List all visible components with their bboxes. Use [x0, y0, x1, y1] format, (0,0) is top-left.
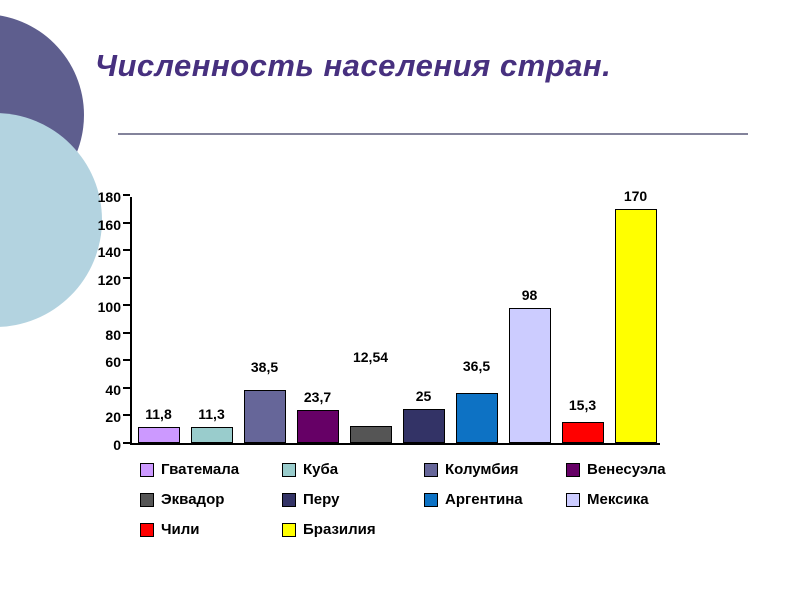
bar-slot: 170	[609, 188, 662, 443]
y-tick	[123, 221, 130, 224]
y-tick-label: 20	[105, 409, 121, 426]
bar-value-label: 36,5	[462, 357, 491, 374]
bar-value-label: 15,3	[568, 396, 597, 413]
y-tick-label: 0	[113, 437, 121, 453]
y-axis: 0 20 40 60 80 100 120 140 160 180	[90, 189, 130, 453]
y-tick-label: 160	[97, 216, 121, 233]
y-tick	[123, 442, 130, 444]
legend-swatch	[140, 522, 154, 537]
y-tick	[123, 359, 130, 362]
y-tick	[123, 249, 130, 252]
bar	[508, 307, 551, 443]
bar-slot: 25	[397, 197, 450, 443]
legend-item: Венесуэла	[566, 461, 708, 478]
legend-label: Аргентина	[445, 491, 523, 508]
bar-slot: 23,7	[291, 197, 344, 443]
y-tick	[123, 304, 130, 307]
y-tick-label: 180	[97, 189, 121, 205]
bar-slot: 38,5	[238, 197, 291, 443]
legend-label: Колумбия	[445, 461, 519, 478]
bar	[402, 408, 445, 443]
legend-swatch	[140, 462, 154, 477]
legend-item: Куба	[282, 461, 424, 478]
y-tick	[123, 414, 130, 417]
bar	[349, 425, 392, 443]
bar-slot: 11,8	[132, 197, 185, 443]
bar	[190, 427, 233, 443]
bar	[243, 389, 286, 443]
legend-item: Перу	[282, 491, 424, 508]
legend-swatch	[140, 492, 154, 507]
bar-slot: 98	[503, 197, 556, 443]
title-divider	[118, 133, 748, 135]
legend-item: Аргентина	[424, 491, 566, 508]
bar-value-label: 170	[623, 187, 648, 204]
bar-slot: 12,54	[344, 197, 397, 443]
population-bar-chart: 0 20 40 60 80 100 120 140 160 180 11,8 11,3 38,5 23,…	[90, 188, 740, 538]
y-tick	[123, 276, 130, 279]
bar-value-label: 11,3	[198, 406, 225, 423]
legend-label: Перу	[303, 491, 340, 508]
legend-label: Гватемала	[161, 461, 240, 478]
legend-label: Чили	[161, 521, 200, 538]
chart-legend: Гватемала Куба Колумбия Венесуэла Эквадор Пер…	[140, 461, 740, 538]
bar	[296, 410, 339, 443]
legend-swatch	[566, 492, 580, 507]
y-tick-label: 120	[97, 271, 121, 288]
y-tick	[123, 386, 130, 389]
y-tick-label: 40	[105, 381, 121, 398]
legend-label: Куба	[303, 461, 339, 478]
legend-label: Венесуэла	[587, 461, 666, 478]
legend-swatch	[424, 492, 438, 507]
legend-swatch	[282, 492, 296, 507]
bar-slot: 36,5	[450, 197, 503, 443]
legend-item: Эквадор	[140, 491, 282, 508]
bar-slot: 15,3	[556, 197, 609, 443]
plot-area: 11,8 11,3 38,5 23,7 12,54 25 36,5 98 15,3 170	[123, 188, 662, 445]
bar	[614, 208, 657, 443]
bar-value-label: 25	[415, 387, 432, 404]
bar	[137, 426, 180, 443]
legend-item: Колумбия	[424, 461, 566, 478]
bar-value-label: 23,7	[303, 389, 332, 406]
bar-value-label: 11,8	[145, 405, 172, 422]
legend-swatch	[282, 462, 296, 477]
y-tick-label: 100	[97, 299, 121, 316]
y-tick-label: 80	[105, 326, 121, 343]
chart-main: 0 20 40 60 80 100 120 140 160 180 11,8 11,3 38,5 23,…	[90, 188, 740, 453]
legend-label: Мексика	[587, 491, 649, 508]
y-tick-label: 140	[97, 244, 121, 261]
legend-label: Эквадор	[161, 491, 225, 508]
y-tick	[123, 194, 130, 196]
y-tick	[123, 331, 130, 334]
legend-item: Бразилия	[282, 521, 424, 538]
legend-item: Мексика	[566, 491, 708, 508]
decor-circle-light	[0, 113, 102, 327]
bar-value-label: 38,5	[250, 358, 279, 375]
legend-label: Бразилия	[303, 521, 376, 538]
slide-title: Численность населения стран.	[95, 48, 612, 83]
bar-slot: 11,3	[185, 197, 238, 443]
bar-value-label: 98	[521, 286, 538, 303]
bar-value-label: 12,54	[352, 348, 389, 365]
legend-item: Гватемала	[140, 461, 282, 478]
legend-swatch	[282, 522, 296, 537]
legend-swatch	[424, 462, 438, 477]
bar	[455, 392, 498, 443]
bar	[561, 421, 604, 443]
y-tick-label: 60	[105, 354, 121, 371]
legend-swatch	[566, 462, 580, 477]
legend-item: Чили	[140, 521, 282, 538]
